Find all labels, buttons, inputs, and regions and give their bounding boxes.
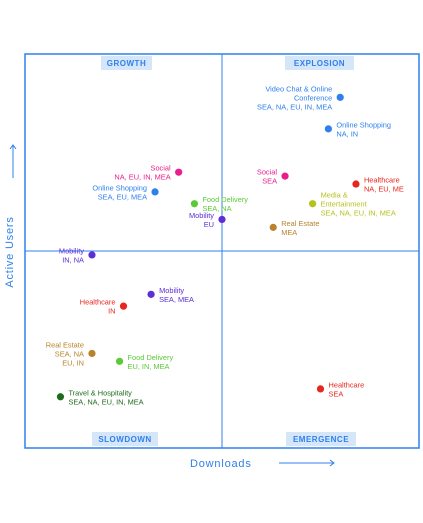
point-label-16-line-0: Healthcare xyxy=(329,380,365,389)
point-label-6-line-1: SEA, NA xyxy=(202,204,231,213)
point-label-8-line-0: Mobility xyxy=(189,211,214,220)
point-label-0-line-0: Video Chat & Online xyxy=(265,84,332,93)
x-axis-arrow-icon xyxy=(279,459,335,467)
point-label-13-line-2: EU, IN xyxy=(62,358,84,367)
point-label-9-line-1: MEA xyxy=(281,228,297,237)
point-label-4-line-0: Healthcare xyxy=(364,176,400,185)
point-label-12-line-1: IN xyxy=(108,307,115,316)
point-label-10-line-0: Mobility xyxy=(59,246,84,255)
point-label-2-line-0: Social xyxy=(151,164,171,173)
data-point-1 xyxy=(324,125,332,133)
quadrant-badge-slowdown: SLOWDOWN xyxy=(92,432,158,446)
data-point-8 xyxy=(218,215,226,224)
x-axis-label: Downloads xyxy=(190,458,252,470)
point-label-10-line-1: IN, NA xyxy=(62,255,84,264)
point-label-5-line-1: SEA, EU, MEA xyxy=(98,192,147,201)
data-point-4 xyxy=(352,180,360,188)
point-label-1-line-1: NA, IN xyxy=(336,129,358,138)
data-point-3 xyxy=(281,172,289,180)
point-label-6-line-0: Food Delivery xyxy=(202,195,248,204)
point-label-14-line-1: EU, IN, MEA xyxy=(128,362,170,371)
point-label-13-line-0: Real Estate xyxy=(46,340,84,349)
y-axis-arrow-icon xyxy=(9,144,17,178)
quadrant-badge-growth: GROWTH xyxy=(101,56,152,70)
data-point-11 xyxy=(147,290,155,298)
point-label-11-line-1: SEA, MEA xyxy=(159,295,194,304)
point-label-5-line-0: Online Shopping xyxy=(92,183,147,192)
data-point-12 xyxy=(119,302,128,310)
quadrant-label-slowdown: SLOWDOWN xyxy=(98,435,151,444)
point-label-8-line-1: EU xyxy=(204,220,214,229)
point-label-7-line-0: Media & xyxy=(321,191,348,200)
quadrant-label-growth: GROWTH xyxy=(107,59,146,68)
point-label-0-line-1: Conference xyxy=(294,93,332,102)
data-point-5 xyxy=(151,188,159,196)
point-label-11-line-0: Mobility xyxy=(159,286,184,295)
data-point-13 xyxy=(88,349,96,358)
data-point-0 xyxy=(336,93,344,101)
data-point-16 xyxy=(316,385,325,393)
point-label-16-line-1: SEA xyxy=(329,389,344,398)
data-point-10 xyxy=(88,251,96,259)
point-label-15-line-0: Travel & Hospitality xyxy=(68,388,132,397)
data-point-9 xyxy=(269,223,277,231)
data-point-6 xyxy=(190,200,199,208)
point-label-15-line-1: SEA, NA, EU, IN, MEA xyxy=(68,397,143,406)
point-label-4-line-1: NA, EU, ME xyxy=(364,185,404,194)
point-label-13-line-1: SEA, NA xyxy=(55,349,84,358)
data-point-14 xyxy=(115,357,124,365)
point-label-9-line-0: Real Estate xyxy=(281,219,319,228)
quadrant-badge-emergence: EMERGENCE xyxy=(286,432,356,446)
data-point-15 xyxy=(56,393,65,401)
quadrant-label-explosion: EXPLOSION xyxy=(294,59,345,68)
quadrant-badge-explosion: EXPLOSION xyxy=(285,56,354,70)
point-label-12-line-0: Healthcare xyxy=(80,298,116,307)
point-label-1-line-0: Online Shopping xyxy=(336,120,391,129)
point-label-7-line-1: Entertainment xyxy=(321,200,367,209)
point-label-3-line-1: SEA xyxy=(262,177,277,186)
point-label-3-line-0: Social xyxy=(257,168,277,177)
point-label-7-line-2: SEA, NA, EU, IN, MEA xyxy=(321,209,396,218)
data-point-7 xyxy=(309,200,317,208)
y-axis-label: Active Users xyxy=(4,216,16,287)
point-label-2-line-1: NA, EU, IN, MEA xyxy=(114,173,170,182)
data-point-2 xyxy=(175,168,183,176)
point-label-14-line-0: Food Delivery xyxy=(128,353,174,362)
quadrant-label-emergence: EMERGENCE xyxy=(293,435,349,444)
point-label-0-line-2: SEA, NA, EU, IN, MEA xyxy=(257,102,332,111)
